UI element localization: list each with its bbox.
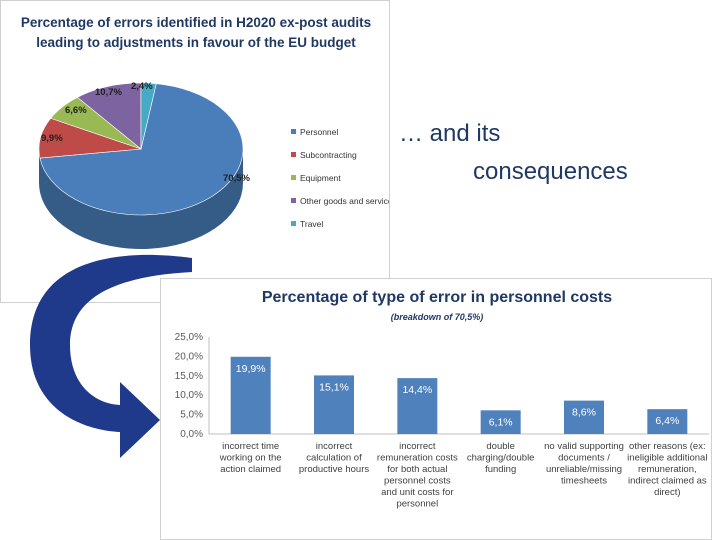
x-category-label: incorrect xyxy=(316,441,353,452)
x-category-label: incorrect time xyxy=(222,441,279,452)
x-category-label: funding xyxy=(485,464,516,475)
x-category-label: charging/double xyxy=(467,453,535,464)
pie-chart-title-line2: leading to adjustments in favour of the … xyxy=(36,35,356,50)
bar-value-label: 14,4% xyxy=(402,384,432,396)
x-category-label: no valid supporting xyxy=(544,441,624,452)
bar xyxy=(314,375,354,434)
pie-side-1 xyxy=(39,149,40,193)
bar-value-label: 6,4% xyxy=(655,415,679,427)
pie-value-label: 70,5% xyxy=(223,173,250,184)
bar-chart-subtitle: (breakdown of 70,5%) xyxy=(390,312,484,322)
bar xyxy=(480,410,521,434)
y-tick-label: 0,0% xyxy=(180,429,203,440)
bar-value-label: 8,6% xyxy=(572,407,596,419)
x-category-label: direct) xyxy=(654,487,680,498)
legend-item: Subcontracting xyxy=(300,150,357,160)
bar-value-label: 6,1% xyxy=(489,416,513,428)
pie-value-label: 2,4% xyxy=(131,81,153,92)
x-category-label: unreliable/missing xyxy=(546,464,622,475)
pie-slice-0 xyxy=(39,83,244,216)
x-category-label: and unit costs for xyxy=(381,487,453,498)
x-category-label: action claimed xyxy=(220,464,281,475)
pie-chart-title-line1: Percentage of errors identified in H2020… xyxy=(20,15,372,30)
x-category-label: timesheets xyxy=(561,476,607,487)
bar xyxy=(230,356,271,434)
y-tick-label: 20,0% xyxy=(175,351,203,362)
curved-arrow xyxy=(30,254,192,458)
bar-value-label: 15,1% xyxy=(319,381,349,393)
bar-chart-panel: Percentage of type of error in personnel… xyxy=(160,278,712,540)
x-category-label: double xyxy=(486,441,515,452)
pie-side-0 xyxy=(39,149,244,250)
y-tick-label: 10,0% xyxy=(175,390,203,401)
x-category-label: calculation of xyxy=(306,453,362,464)
x-category-label: indirect claimed as xyxy=(628,476,707,487)
bar xyxy=(564,400,604,434)
pie-chart: 70,5% 9,9% 6,6% 10,7% 2,4% Personnel Subcontra… xyxy=(38,81,389,250)
bar xyxy=(647,409,688,434)
x-category-label: incorrect xyxy=(399,441,436,452)
bar xyxy=(397,378,438,434)
bar-value-label: 19,9% xyxy=(236,363,266,375)
pie-chart-panel: Percentage of errors identified in H2020… xyxy=(0,0,390,303)
legend-swatch xyxy=(291,175,296,180)
slide-title-line1: … and its xyxy=(399,120,501,147)
x-category-label: working on the xyxy=(219,453,282,464)
legend-swatch xyxy=(291,221,296,226)
x-category-label: documents / xyxy=(558,453,610,464)
legend-item: Travel xyxy=(300,219,323,229)
legend-item: Personnel xyxy=(300,127,338,137)
pie-slice-3 xyxy=(76,82,142,150)
x-category-label: personnel xyxy=(396,499,438,510)
x-category-label: productive hours xyxy=(299,464,369,475)
legend-item: Equipment xyxy=(300,173,341,183)
pie-value-label: 9,9% xyxy=(41,133,63,144)
curved-arrow-shape xyxy=(30,254,192,458)
x-category-label: ineligible additional xyxy=(627,453,707,464)
legend-swatch xyxy=(291,152,296,157)
legend-swatch xyxy=(291,129,296,134)
pie-slice-4 xyxy=(140,82,157,150)
y-tick-label: 15,0% xyxy=(175,371,203,382)
x-category-label: remuneration costs xyxy=(377,453,458,464)
x-category-label: for both actual xyxy=(387,464,447,475)
x-category-label: personnel costs xyxy=(384,476,451,487)
slide-title-line2: consequences xyxy=(473,158,628,185)
legend-item: Other goods and services xyxy=(300,196,389,206)
y-tick-label: 5,0% xyxy=(180,410,203,421)
pie-value-label: 10,7% xyxy=(95,87,122,98)
bar-chart: 0,0% 5,0% 10,0% 15,0% 20,0% 25,0% 19,9% incorre… xyxy=(175,332,709,510)
y-tick-label: 25,0% xyxy=(175,332,203,343)
legend-swatch xyxy=(291,198,296,203)
bar-chart-title: Percentage of type of error in personnel… xyxy=(261,289,613,306)
x-category-label: other reasons (ex: xyxy=(629,441,706,452)
x-category-label: remuneration, xyxy=(638,464,697,475)
pie-value-label: 6,6% xyxy=(65,105,87,116)
